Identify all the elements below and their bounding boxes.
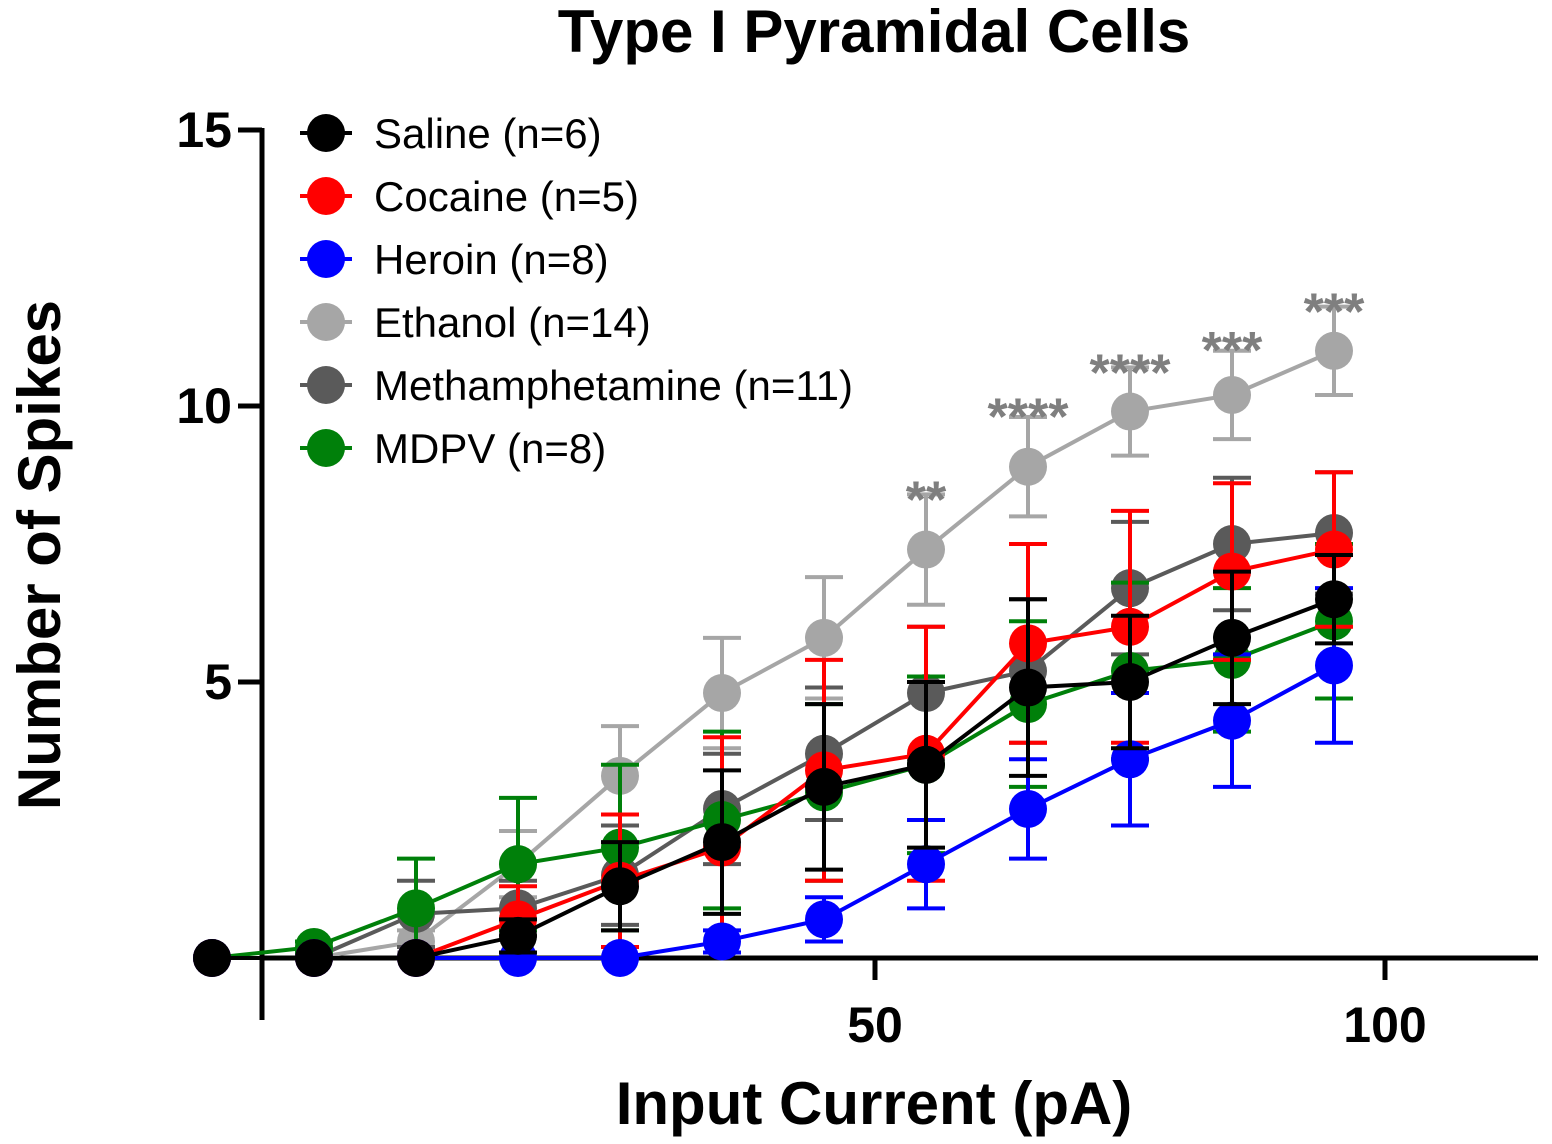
data-point [1213,375,1251,414]
legend-label: Saline (n=6) [374,110,602,157]
x-tick-label: 50 [847,997,903,1053]
legend-marker [307,177,345,215]
legend-label: Ethanol (n=14) [374,299,651,346]
y-axis-label: Number of Spikes [6,300,73,810]
data-point [1213,618,1251,657]
legend-item-5: MDPV (n=8) [300,425,606,472]
significance-label: *** [1304,284,1365,342]
data-point [1213,701,1251,740]
legend-label: Methamphetamine (n=11) [374,362,853,409]
significance-label: ** [906,471,947,529]
significance-label: *** [1202,322,1263,380]
data-point [703,823,741,862]
data-point [805,618,843,657]
significance-label: **** [1090,344,1172,402]
data-point [907,745,945,784]
data-point [703,674,741,713]
legend-marker [307,240,345,278]
legend-marker [307,114,345,152]
data-point [193,939,231,977]
significance-label: **** [988,388,1070,446]
data-point [1315,646,1353,685]
series-4 [193,470,1353,977]
data-point [907,530,945,569]
data-point [295,939,333,977]
series-0 [193,553,1353,977]
data-point [1111,663,1149,701]
series-1 [193,470,1353,977]
legend-marker [307,303,345,341]
legend-item-0: Saline (n=6) [300,110,602,157]
legend-item-1: Cocaine (n=5) [300,173,639,220]
data-point [907,845,945,884]
legend-item-4: Methamphetamine (n=11) [300,362,853,409]
series-line [211,619,1335,960]
data-point [703,922,741,961]
y-tick-label: 15 [176,102,232,158]
legend: Saline (n=6) Cocaine (n=5) Heroin (n=8) Eth… [300,110,853,472]
series-line [212,663,1335,960]
legend-item-2: Heroin (n=8) [300,236,609,283]
data-point [499,845,537,884]
legend-item-3: Ethanol (n=14) [300,299,651,346]
significance-annotations: ********** ****** [906,284,1365,530]
data-point [397,889,435,928]
data-point [1009,668,1047,707]
data-point [1315,580,1353,619]
legend-label: MDPV (n=8) [374,425,606,472]
x-axis-label: Input Current (pA) [616,1070,1133,1137]
data-point [1009,447,1047,486]
data-point [601,867,639,906]
data-point [1315,331,1353,370]
plot-area [193,304,1353,977]
data-point [1111,392,1149,431]
data-point [499,916,537,955]
legend-label: Cocaine (n=5) [374,173,639,220]
series-line [212,597,1335,960]
data-point [1009,789,1047,828]
data-point [805,900,843,939]
data-point [1315,530,1353,569]
x-tick-label: 100 [1343,997,1426,1053]
legend-marker [307,366,345,404]
chart-title: Type I Pyramidal Cells [558,0,1191,65]
legend-marker [307,429,345,467]
y-tick-label: 5 [204,654,232,710]
y-tick-label: 10 [176,378,232,434]
series-5 [193,542,1353,977]
data-point [397,939,435,977]
data-point [601,939,639,977]
legend-label: Heroin (n=8) [374,236,609,283]
series-line [212,547,1335,960]
data-point [805,767,843,806]
